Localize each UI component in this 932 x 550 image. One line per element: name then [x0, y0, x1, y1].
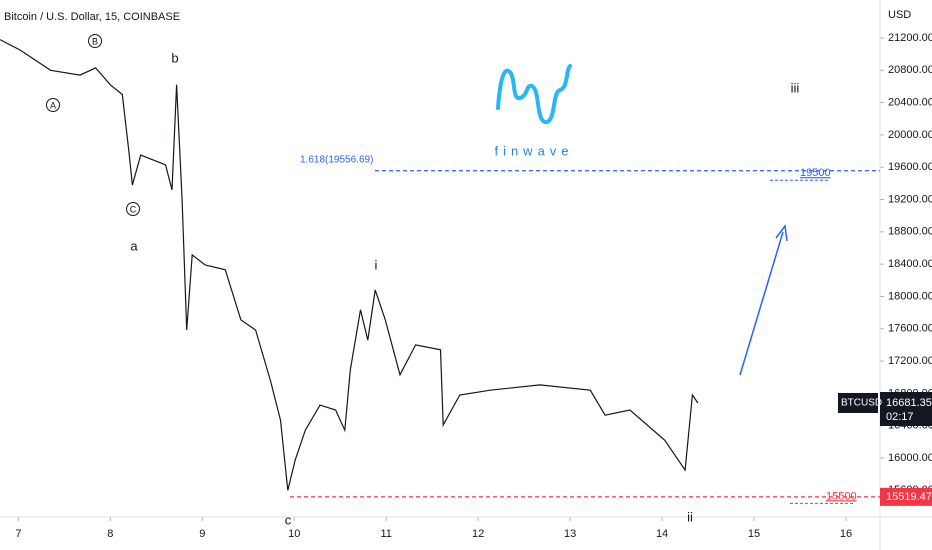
- wave-circle: [88, 34, 102, 48]
- y-tick-label: 20400.00: [888, 96, 932, 108]
- logo-text: finwave: [494, 143, 573, 158]
- y-tick-label: 18800.00: [888, 226, 932, 238]
- wave-label: iii: [791, 80, 800, 95]
- wave-label: a: [130, 238, 138, 253]
- currency: USD: [888, 9, 911, 21]
- x-tick-label: 13: [564, 528, 576, 540]
- x-tick-label: 14: [656, 528, 668, 540]
- y-tick-label: 20000.00: [888, 129, 932, 141]
- logo-wave: [496, 64, 572, 124]
- wave-circle: [46, 98, 60, 112]
- x-tick-label: 8: [107, 528, 113, 540]
- y-tick-label: 21200.00: [888, 32, 932, 44]
- level-label: 1.618(19556.69): [300, 154, 373, 165]
- logo: finwave: [494, 64, 573, 158]
- wave-label: b: [171, 50, 178, 65]
- low-price-tag: [880, 487, 932, 506]
- y-tick-label: 20800.00: [888, 64, 932, 76]
- wave-label: ii: [687, 509, 693, 524]
- y-tick-label: 17600.00: [888, 323, 932, 335]
- symbol-label: BTCUSD: [841, 398, 882, 409]
- y-tick-label: 18000.00: [888, 290, 932, 302]
- x-tick-label: 7: [15, 528, 21, 540]
- chart-title: Bitcoin / U.S. Dollar, 15, COINBASE: [4, 11, 180, 23]
- symbol-tag: [838, 392, 878, 413]
- arrow-head: [775, 224, 788, 242]
- arrow: [739, 224, 788, 376]
- wave-label: C: [130, 204, 137, 214]
- y-tick-label: 19200.00: [888, 193, 932, 205]
- y-tick-label: 16000.00: [888, 452, 932, 464]
- wave-label: i: [375, 257, 378, 272]
- last-price-label: 16681.35: [886, 397, 932, 409]
- y-tick-label: 18400.00: [888, 258, 932, 270]
- price-line: [0, 39, 699, 491]
- y-tick-label: 19600.00: [888, 161, 932, 173]
- x-tick-label: 12: [472, 528, 484, 540]
- wave-label: B: [92, 36, 98, 46]
- x-tick-label: 11: [380, 528, 391, 540]
- arrow-line: [739, 231, 784, 376]
- x-tick-label: 16: [840, 528, 852, 540]
- target-label: 19500: [800, 167, 831, 179]
- wave-label: A: [50, 100, 56, 110]
- x-tick-label: 10: [288, 528, 300, 540]
- wave-circle: [126, 202, 140, 216]
- wave-label: c: [285, 512, 292, 527]
- x-tick-label: 15: [748, 528, 760, 540]
- target-label: 15500: [826, 490, 857, 502]
- x-tick-label: 9: [199, 528, 205, 540]
- last-price-tag: [880, 391, 932, 426]
- countdown: 02:17: [886, 411, 914, 423]
- low-price-label: 15519.47: [886, 491, 932, 503]
- y-tick-label: 17200.00: [888, 355, 932, 367]
